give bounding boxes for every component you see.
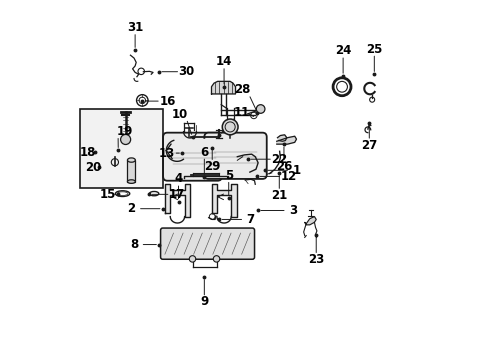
Text: 26: 26 bbox=[275, 160, 291, 173]
Bar bbox=[190, 139, 219, 173]
FancyBboxPatch shape bbox=[160, 228, 254, 259]
Text: 27: 27 bbox=[361, 139, 377, 152]
FancyBboxPatch shape bbox=[204, 133, 266, 179]
Text: 23: 23 bbox=[307, 253, 324, 266]
Text: 28: 28 bbox=[234, 84, 250, 96]
Text: 15: 15 bbox=[100, 188, 116, 201]
Text: 30: 30 bbox=[178, 65, 195, 78]
Text: 20: 20 bbox=[85, 161, 101, 174]
Text: 2: 2 bbox=[127, 202, 135, 215]
Polygon shape bbox=[276, 136, 296, 144]
Text: 10: 10 bbox=[171, 108, 188, 121]
Text: 12: 12 bbox=[280, 170, 296, 183]
Text: 31: 31 bbox=[127, 21, 143, 34]
Text: 8: 8 bbox=[130, 238, 138, 251]
Ellipse shape bbox=[127, 180, 135, 183]
Text: 6: 6 bbox=[200, 145, 208, 158]
Circle shape bbox=[256, 105, 264, 113]
Text: 11: 11 bbox=[233, 106, 249, 119]
Polygon shape bbox=[211, 184, 236, 217]
Text: 29: 29 bbox=[203, 160, 220, 173]
Text: 25: 25 bbox=[366, 42, 382, 55]
Polygon shape bbox=[164, 184, 190, 217]
FancyBboxPatch shape bbox=[163, 133, 222, 181]
Polygon shape bbox=[211, 81, 235, 94]
Text: 17: 17 bbox=[169, 188, 185, 201]
Text: 5: 5 bbox=[224, 169, 232, 182]
Text: 7: 7 bbox=[246, 213, 254, 226]
Text: 22: 22 bbox=[271, 153, 287, 166]
Ellipse shape bbox=[127, 158, 135, 162]
Text: 4: 4 bbox=[174, 172, 182, 185]
Bar bbox=[80, 109, 163, 188]
Text: 13: 13 bbox=[159, 147, 175, 159]
Text: 19: 19 bbox=[116, 125, 132, 138]
Text: 1: 1 bbox=[292, 164, 300, 177]
Text: 9: 9 bbox=[200, 296, 208, 309]
Text: 21: 21 bbox=[271, 189, 287, 202]
Circle shape bbox=[222, 119, 238, 135]
Polygon shape bbox=[304, 217, 316, 225]
Text: 16: 16 bbox=[159, 95, 175, 108]
Text: 14: 14 bbox=[215, 55, 232, 68]
Bar bbox=[127, 160, 135, 181]
Polygon shape bbox=[277, 135, 286, 141]
Text: 18: 18 bbox=[80, 145, 96, 158]
Circle shape bbox=[213, 256, 219, 262]
Text: 24: 24 bbox=[334, 44, 350, 57]
Text: 3: 3 bbox=[288, 204, 297, 217]
Circle shape bbox=[121, 134, 130, 144]
Circle shape bbox=[189, 256, 195, 262]
